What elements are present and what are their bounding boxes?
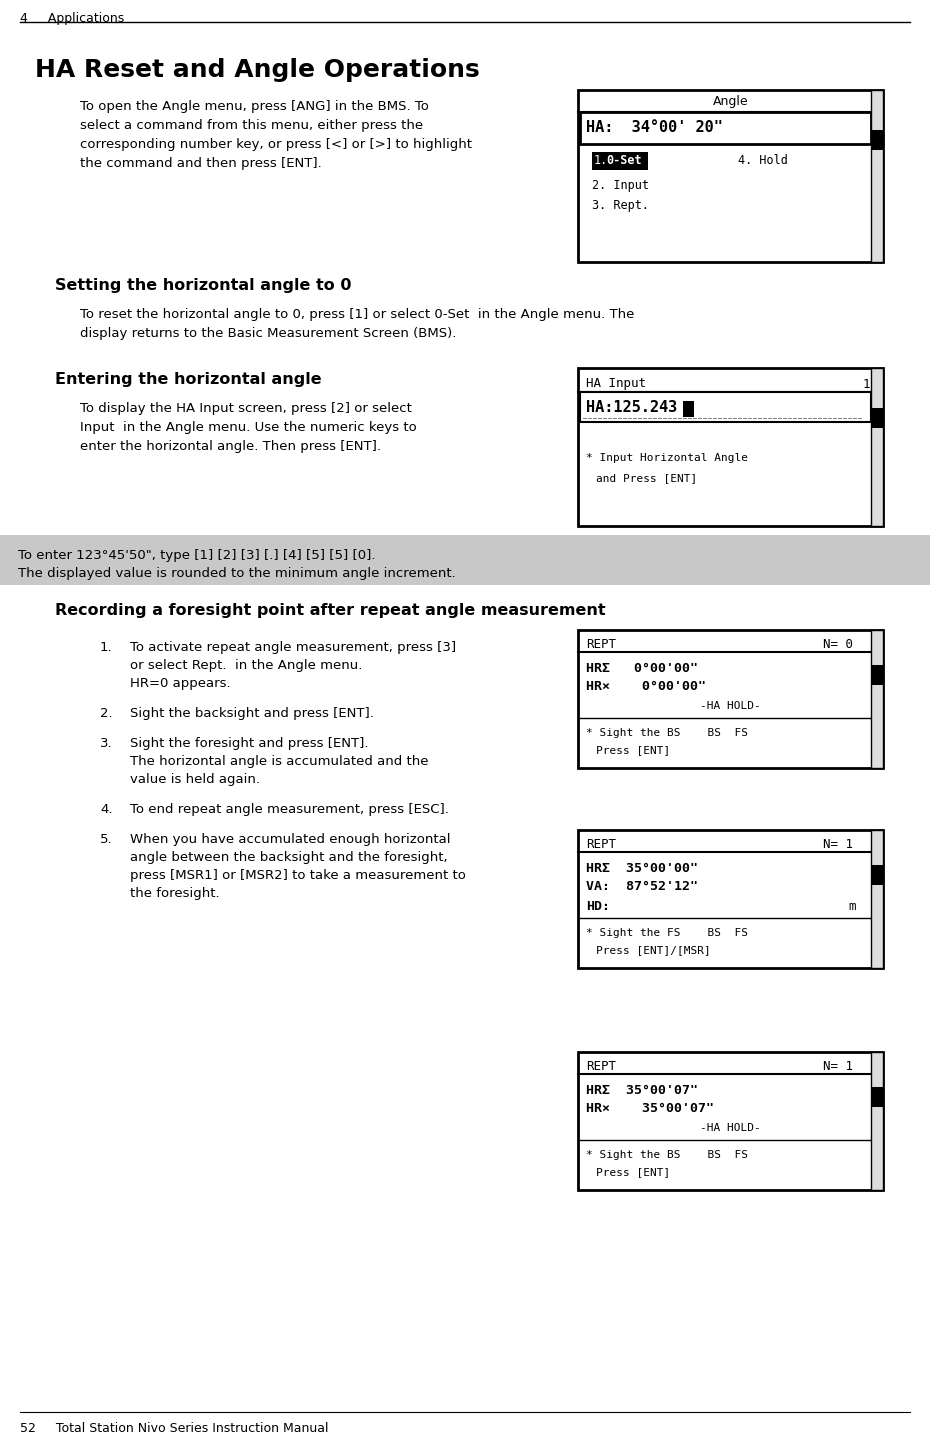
Text: 2. Input: 2. Input — [592, 179, 649, 192]
Text: * Input Horizontal Angle: * Input Horizontal Angle — [586, 453, 748, 463]
Text: value is held again.: value is held again. — [130, 773, 260, 786]
Text: 2.: 2. — [100, 707, 113, 720]
Text: To activate repeat angle measurement, press [3]: To activate repeat angle measurement, pr… — [130, 642, 456, 654]
Text: N= 1: N= 1 — [823, 838, 853, 851]
Bar — [578, 630, 883, 768]
Bar — [580, 392, 871, 422]
Text: REPT: REPT — [586, 1060, 616, 1073]
Text: Sight the backsight and press [ENT].: Sight the backsight and press [ENT]. — [130, 707, 374, 720]
Text: HR=0 appears.: HR=0 appears. — [130, 677, 231, 690]
Text: corresponding number key, or press [<] or [>] to highlight: corresponding number key, or press [<] o… — [80, 137, 472, 150]
Text: Setting the horizontal angle to 0: Setting the horizontal angle to 0 — [55, 278, 352, 294]
Text: the foresight.: the foresight. — [130, 886, 219, 899]
Bar — [578, 90, 883, 262]
Text: N= 0: N= 0 — [823, 637, 853, 650]
Bar — [592, 152, 648, 170]
Text: REPT: REPT — [586, 637, 616, 650]
Text: 4.: 4. — [100, 803, 113, 816]
Text: Angle: Angle — [712, 95, 749, 107]
Text: * Sight the BS    BS  FS: * Sight the BS BS FS — [586, 1150, 748, 1160]
Text: Input  in the Angle menu. Use the numeric keys to: Input in the Angle menu. Use the numeric… — [80, 421, 417, 434]
Text: HA Reset and Angle Operations: HA Reset and Angle Operations — [35, 59, 480, 82]
Text: press [MSR1] or [MSR2] to take a measurement to: press [MSR1] or [MSR2] to take a measure… — [130, 869, 466, 882]
Text: * Sight the FS    BS  FS: * Sight the FS BS FS — [586, 928, 748, 938]
Bar — [578, 368, 883, 526]
Bar — [871, 865, 883, 885]
Text: Entering the horizontal angle: Entering the horizontal angle — [55, 372, 322, 387]
Text: 1.: 1. — [100, 642, 113, 654]
Text: -HA HOLD-: -HA HOLD- — [699, 1123, 761, 1133]
Text: Press [ENT]: Press [ENT] — [596, 745, 671, 755]
Text: Recording a foresight point after repeat angle measurement: Recording a foresight point after repeat… — [55, 603, 605, 619]
Text: HRΣ   0°00'00": HRΣ 0°00'00" — [586, 662, 698, 674]
Text: 1: 1 — [863, 378, 870, 391]
Text: To end repeat angle measurement, press [ESC].: To end repeat angle measurement, press [… — [130, 803, 449, 816]
Text: The horizontal angle is accumulated and the: The horizontal angle is accumulated and … — [130, 755, 429, 768]
Text: HRΣ  35°00'00": HRΣ 35°00'00" — [586, 862, 698, 875]
Text: angle between the backsight and the foresight,: angle between the backsight and the fore… — [130, 851, 447, 863]
Text: To reset the horizontal angle to 0, press [1] or select 0-Set  in the Angle menu: To reset the horizontal angle to 0, pres… — [80, 308, 634, 321]
Text: Press [ENT]: Press [ENT] — [596, 1167, 671, 1177]
Bar — [578, 1053, 883, 1190]
Text: HD:: HD: — [586, 899, 610, 912]
Text: VA:  87°52'12": VA: 87°52'12" — [586, 881, 698, 894]
Text: display returns to the Basic Measurement Screen (BMS).: display returns to the Basic Measurement… — [80, 326, 457, 339]
Bar — [580, 112, 871, 145]
Text: m: m — [848, 899, 856, 912]
Bar — [871, 1087, 883, 1107]
Bar — [683, 401, 694, 417]
Text: HA Input: HA Input — [586, 378, 646, 391]
Text: enter the horizontal angle. Then press [ENT].: enter the horizontal angle. Then press [… — [80, 440, 381, 453]
Text: HA:  34°00' 20": HA: 34°00' 20" — [586, 120, 723, 136]
Bar — [871, 664, 883, 684]
Bar — [871, 408, 883, 428]
Text: 4     Applications: 4 Applications — [20, 11, 125, 24]
Bar — [871, 831, 883, 968]
Text: HA:125.243: HA:125.243 — [586, 400, 677, 414]
Text: Sight the foresight and press [ENT].: Sight the foresight and press [ENT]. — [130, 737, 368, 750]
Text: To display the HA Input screen, press [2] or select: To display the HA Input screen, press [2… — [80, 402, 412, 415]
Text: 3.: 3. — [100, 737, 113, 750]
Text: select a command from this menu, either press the: select a command from this menu, either … — [80, 119, 423, 132]
Text: HRΣ  35°00'07": HRΣ 35°00'07" — [586, 1084, 698, 1097]
Text: and Press [ENT]: and Press [ENT] — [596, 473, 698, 483]
Text: HR×    35°00'07": HR× 35°00'07" — [586, 1103, 714, 1116]
Text: N= 1: N= 1 — [823, 1060, 853, 1073]
Text: -HA HOLD-: -HA HOLD- — [699, 702, 761, 712]
Bar — [0, 536, 930, 586]
Bar — [578, 831, 883, 968]
Text: 3. Rept.: 3. Rept. — [592, 199, 649, 212]
Text: 0-Set: 0-Set — [606, 155, 642, 168]
Text: 52     Total Station Nivo Series Instruction Manual: 52 Total Station Nivo Series Instruction… — [20, 1422, 328, 1432]
Text: * Sight the BS    BS  FS: * Sight the BS BS FS — [586, 727, 748, 737]
Bar — [871, 368, 883, 526]
Text: To open the Angle menu, press [ANG] in the BMS. To: To open the Angle menu, press [ANG] in t… — [80, 100, 429, 113]
Text: When you have accumulated enough horizontal: When you have accumulated enough horizon… — [130, 833, 450, 846]
Text: 4. Hold: 4. Hold — [738, 155, 788, 168]
Text: HR×    0°00'00": HR× 0°00'00" — [586, 680, 706, 693]
Bar — [871, 130, 883, 150]
Text: the command and then press [ENT].: the command and then press [ENT]. — [80, 158, 322, 170]
Text: The displayed value is rounded to the minimum angle increment.: The displayed value is rounded to the mi… — [18, 567, 456, 580]
Text: 5.: 5. — [100, 833, 113, 846]
Bar — [871, 1053, 883, 1190]
Text: or select Rept.  in the Angle menu.: or select Rept. in the Angle menu. — [130, 659, 363, 672]
Bar — [871, 630, 883, 768]
Text: 1.: 1. — [594, 155, 608, 168]
Text: REPT: REPT — [586, 838, 616, 851]
Bar — [871, 90, 883, 262]
Text: To enter 123°45'50", type [1] [2] [3] [.] [4] [5] [5] [0].: To enter 123°45'50", type [1] [2] [3] [.… — [18, 548, 376, 561]
Text: Press [ENT]/[MSR]: Press [ENT]/[MSR] — [596, 945, 711, 955]
